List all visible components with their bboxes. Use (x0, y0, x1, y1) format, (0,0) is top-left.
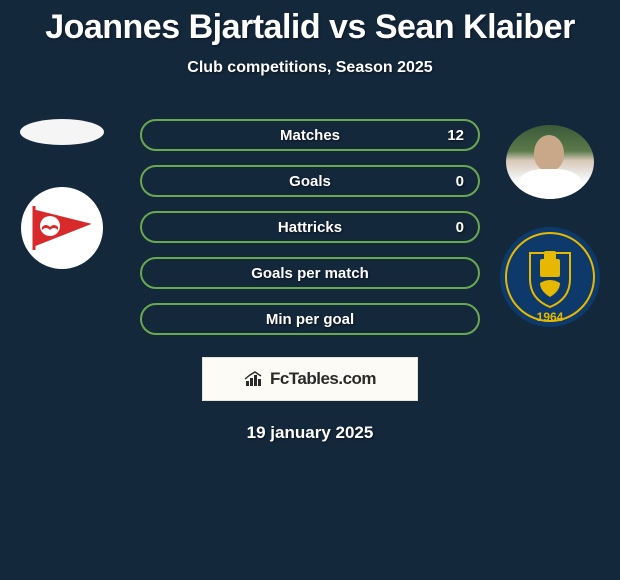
left-player-placeholder (20, 119, 104, 145)
club-year: 1964 (537, 310, 564, 324)
source-logo: FcTables.com (202, 357, 418, 401)
stat-bar-hattricks: Hattricks 0 (140, 211, 480, 243)
source-logo-text: FcTables.com (270, 369, 376, 389)
stat-label: Goals per match (251, 265, 369, 282)
stat-label: Matches (280, 127, 340, 144)
comparison-content: 1964 Matches 12 Goals 0 Hattricks 0 Goal… (0, 119, 620, 443)
subtitle: Club competitions, Season 2025 (0, 59, 620, 77)
stat-label: Goals (289, 173, 331, 190)
stat-value-right: 0 (456, 219, 464, 236)
left-player-column (20, 119, 104, 269)
stat-bars: Matches 12 Goals 0 Hattricks 0 Goals per… (140, 119, 480, 335)
pennant-icon (30, 204, 94, 252)
right-player-photo (506, 125, 594, 199)
right-player-column: 1964 (500, 125, 600, 327)
stat-bar-goals: Goals 0 (140, 165, 480, 197)
bar-chart-icon (244, 370, 266, 388)
stat-value-right: 0 (456, 173, 464, 190)
page-title: Joannes Bjartalid vs Sean Klaiber (0, 0, 620, 47)
shield-icon: 1964 (500, 227, 600, 327)
stat-label: Hattricks (278, 219, 342, 236)
right-club-badge: 1964 (500, 227, 600, 327)
stat-bar-goals-per-match: Goals per match (140, 257, 480, 289)
date-text: 19 january 2025 (0, 423, 620, 443)
stat-bar-matches: Matches 12 (140, 119, 480, 151)
stat-label: Min per goal (266, 311, 354, 328)
stat-value-right: 12 (447, 127, 464, 144)
left-club-badge (21, 187, 103, 269)
stat-bar-min-per-goal: Min per goal (140, 303, 480, 335)
